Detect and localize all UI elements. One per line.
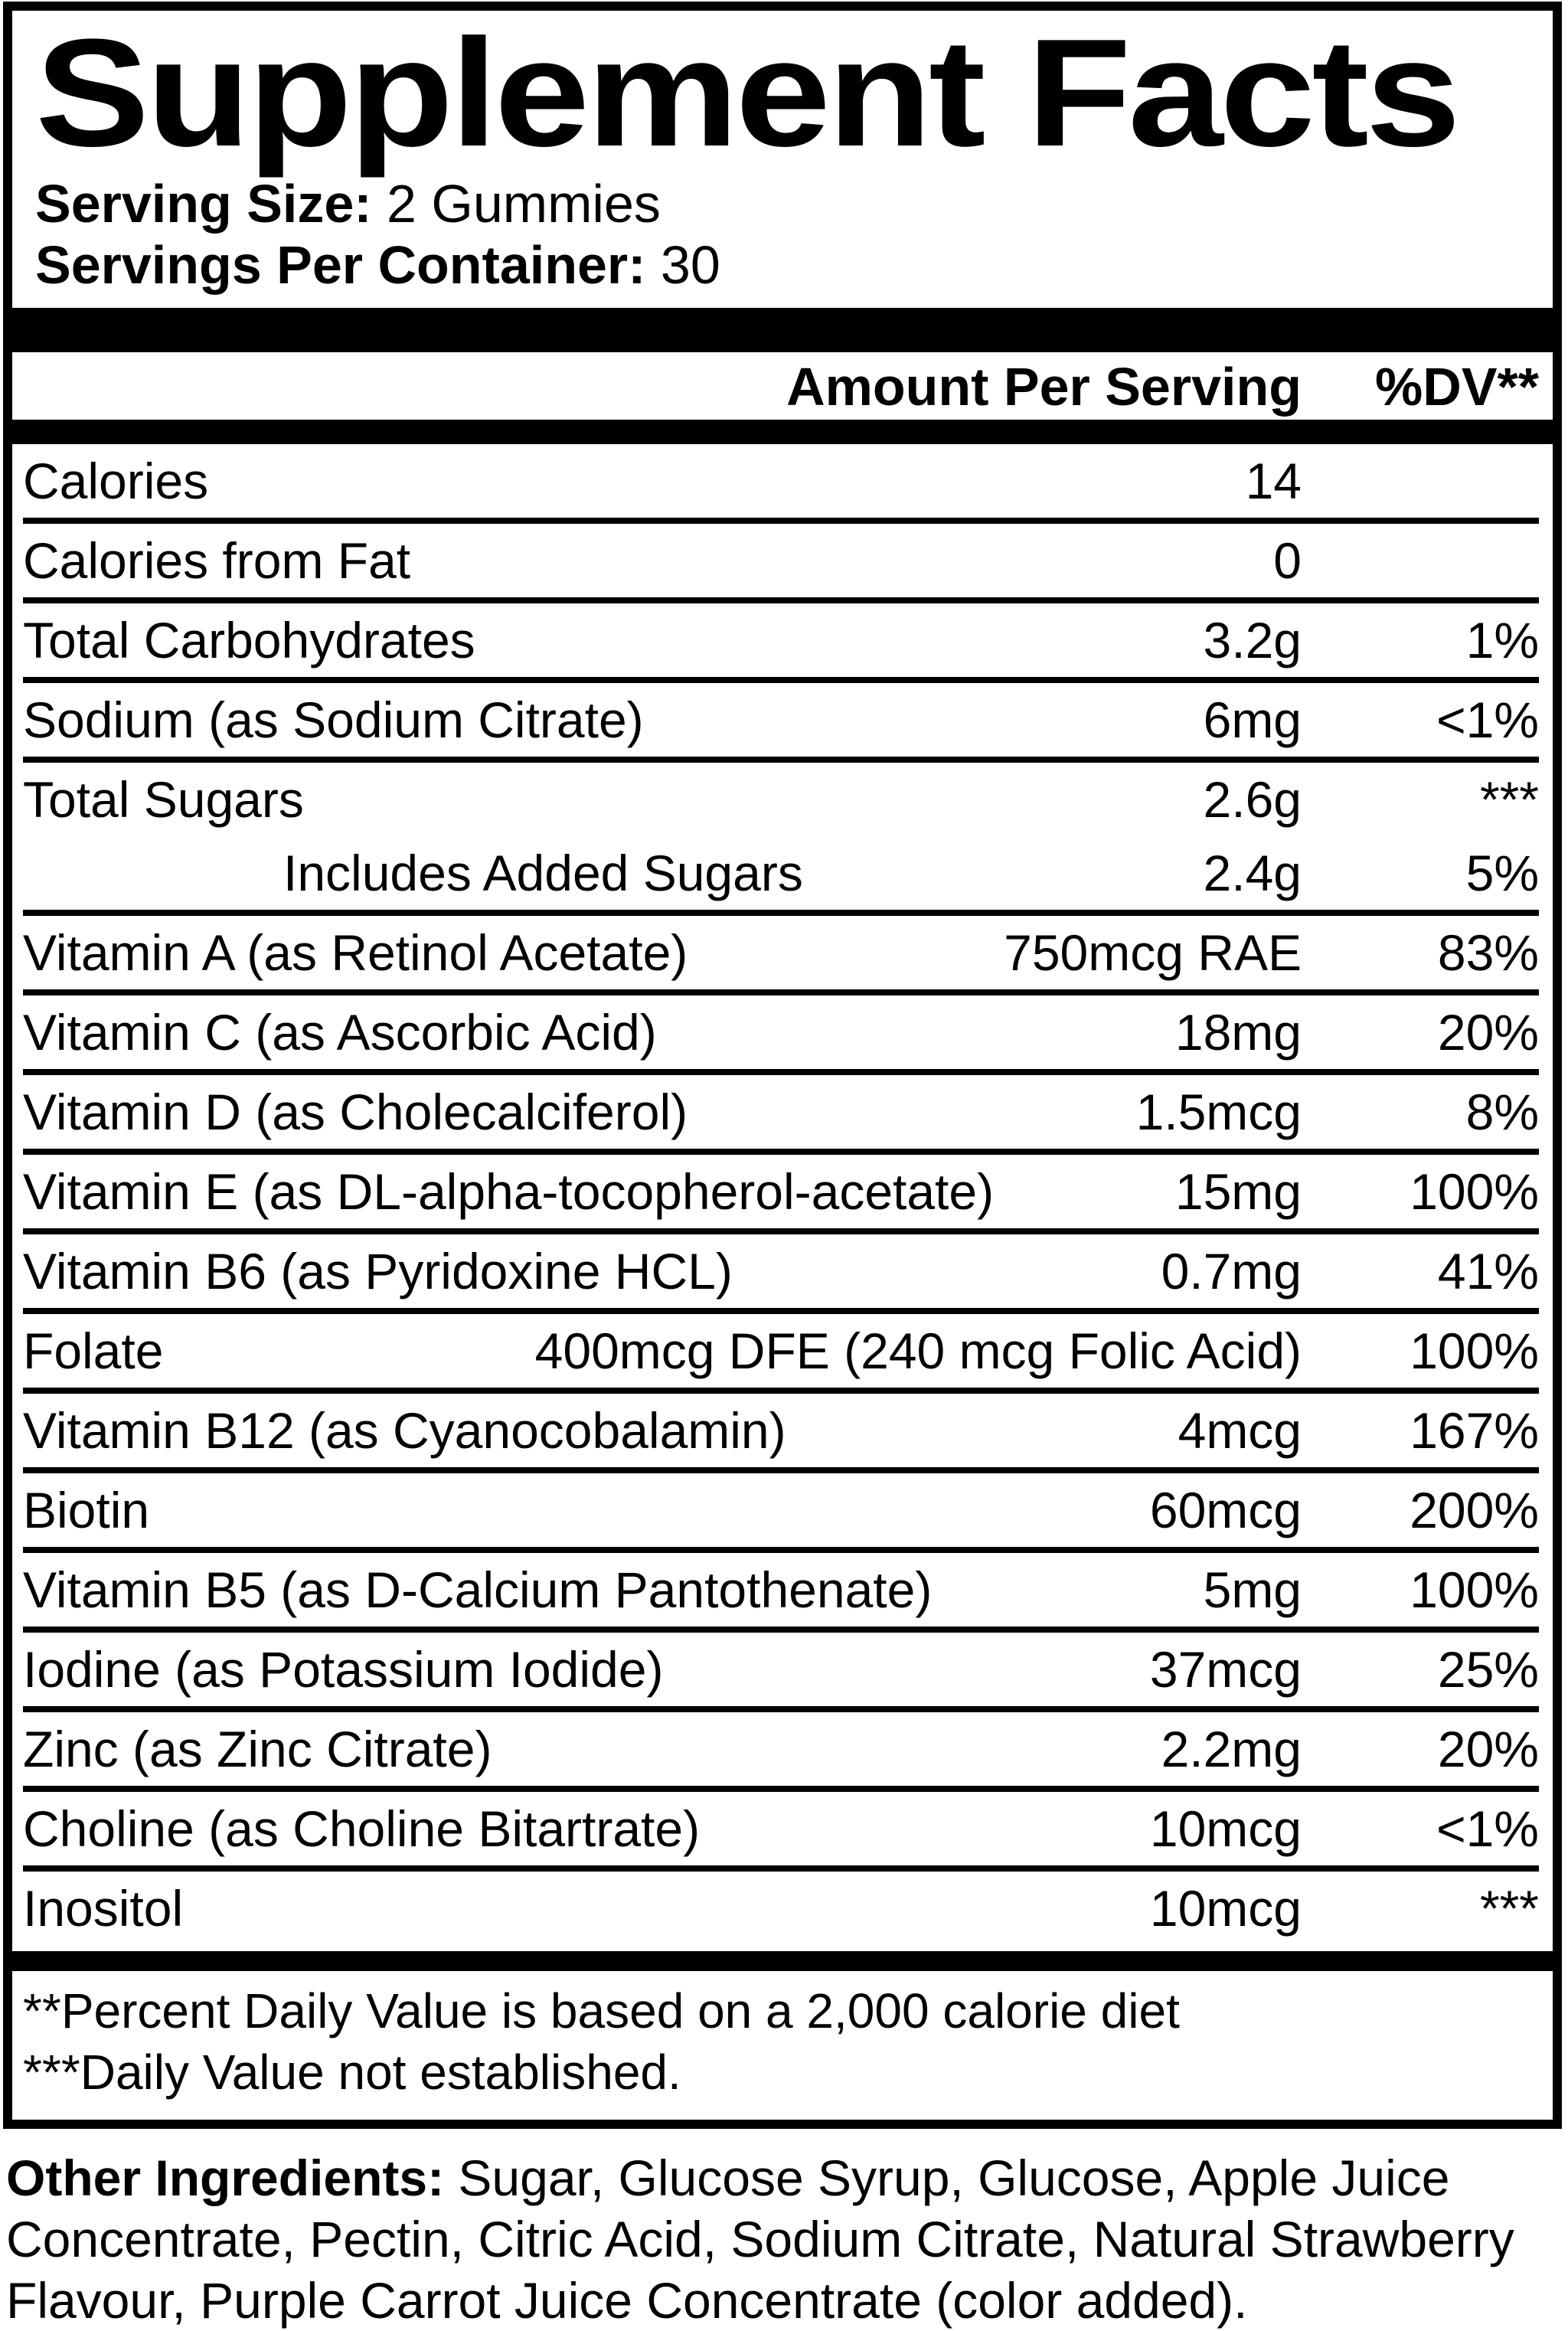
nutrient-dv: 41% <box>1437 1243 1539 1300</box>
divider-bar-header <box>12 420 1553 444</box>
table-row: Total Sugars 2.6g *** <box>23 757 1539 836</box>
table-row: Vitamin C (as Ascorbic Acid) 18mg 20% <box>23 989 1539 1069</box>
table-row: Iodine (as Potassium Iodide) 37mcg 25% <box>23 1626 1539 1706</box>
serving-size-line: Serving Size: 2 Gummies <box>35 173 1553 234</box>
nutrient-dv: 100% <box>1410 1561 1539 1618</box>
footnotes: **Percent Daily Value is based on a 2,00… <box>12 1971 1553 2120</box>
serving-info: Serving Size: 2 Gummies Servings Per Con… <box>35 173 1553 296</box>
nutrient-dv: <1% <box>1436 1800 1539 1857</box>
table-row: Choline (as Choline Bitartrate) 10mcg <1… <box>23 1786 1539 1865</box>
nutrient-amount: 1.5mcg <box>1135 1084 1302 1140</box>
table-row: Vitamin B6 (as Pyridoxine HCL) 0.7mg 41% <box>23 1228 1539 1308</box>
table-row: Biotin 60mcg 200% <box>23 1467 1539 1547</box>
nutrient-amount: 60mcg <box>1149 1482 1302 1538</box>
nutrient-amount: 37mcg <box>1149 1641 1302 1698</box>
nutrient-amount: 14 <box>1245 453 1302 509</box>
nutrient-amount: 2.6g <box>1203 771 1302 828</box>
nutrient-name: Vitamin B12 (as Cyanocobalamin) <box>23 1402 786 1459</box>
nutrient-dv: <1% <box>1436 691 1539 748</box>
table-row: Folate 400mcg DFE (240 mcg Folic Acid) 1… <box>23 1308 1539 1388</box>
footnote-not-established: ***Daily Value not established. <box>23 2045 681 2100</box>
nutrient-amount: 0 <box>1273 532 1302 589</box>
nutrient-amount: 400mcg DFE (240 mcg Folic Acid) <box>534 1322 1302 1379</box>
nutrient-dv: 100% <box>1410 1322 1539 1379</box>
nutrient-table: Calories 14 Calories from Fat 0 Total Ca… <box>12 444 1553 1945</box>
table-row: Vitamin D (as Cholecalciferol) 1.5mcg 8% <box>23 1069 1539 1149</box>
nutrient-name: Vitamin C (as Ascorbic Acid) <box>23 1004 657 1061</box>
table-row: Vitamin A (as Retinol Acetate) 750mcg RA… <box>23 910 1539 989</box>
nutrient-amount: 2.4g <box>1203 845 1302 901</box>
nutrient-amount: 6mg <box>1203 691 1302 748</box>
nutrient-dv: 20% <box>1437 1721 1539 1777</box>
servings-per-container-label: Servings Per Container: <box>35 235 646 295</box>
amount-per-serving-header: Amount Per Serving <box>786 357 1302 417</box>
nutrient-amount: 10mcg <box>1149 1880 1302 1937</box>
table-row: Calories from Fat 0 <box>23 518 1539 597</box>
nutrient-name: Biotin <box>23 1482 150 1538</box>
nutrient-dv: *** <box>1479 1880 1539 1937</box>
nutrient-amount: 0.7mg <box>1161 1243 1302 1300</box>
footnote-daily-value: **Percent Daily Value is based on a 2,00… <box>23 1983 1180 2038</box>
nutrient-dv: 20% <box>1437 1004 1539 1061</box>
nutrient-dv: 167% <box>1410 1402 1539 1459</box>
serving-size-label: Serving Size: <box>35 174 372 234</box>
nutrient-name: Folate <box>23 1322 164 1379</box>
nutrient-dv: 25% <box>1437 1641 1539 1698</box>
nutrient-amount: 3.2g <box>1203 612 1302 669</box>
nutrient-dv: 1% <box>1465 612 1539 669</box>
divider-bar-top <box>12 308 1553 352</box>
nutrient-amount: 10mcg <box>1149 1800 1302 1857</box>
nutrient-name: Total Sugars <box>23 771 304 828</box>
nutrient-name: Calories from Fat <box>23 532 411 589</box>
table-row: Vitamin B5 (as D-Calcium Pantothenate) 5… <box>23 1547 1539 1626</box>
nutrient-name: Total Carbohydrates <box>23 612 475 669</box>
nutrient-name: Zinc (as Zinc Citrate) <box>23 1721 492 1777</box>
nutrient-amount: 750mcg RAE <box>1004 924 1302 981</box>
nutrient-dv: *** <box>1479 771 1539 828</box>
nutrient-amount: 5mg <box>1203 1561 1302 1618</box>
divider-bar-bottom <box>12 1951 1553 1971</box>
nutrient-amount: 4mcg <box>1178 1402 1302 1459</box>
table-row: Vitamin B12 (as Cyanocobalamin) 4mcg 167… <box>23 1388 1539 1467</box>
nutrient-name: Vitamin E (as DL-alpha-tocopherol-acetat… <box>23 1163 995 1220</box>
nutrient-name: Vitamin D (as Cholecalciferol) <box>23 1084 688 1140</box>
servings-per-container-value: 30 <box>645 235 720 295</box>
panel-title: Supplement Facts <box>35 8 1461 178</box>
nutrient-name: Sodium (as Sodium Citrate) <box>23 691 644 748</box>
nutrient-amount: 2.2mg <box>1161 1721 1302 1777</box>
servings-per-container-line: Servings Per Container: 30 <box>35 234 1553 296</box>
supplement-facts-panel: Supplement Facts Serving Size: 2 Gummies… <box>3 2 1562 2129</box>
serving-size-value: 2 Gummies <box>371 174 661 234</box>
nutrient-dv: 5% <box>1465 845 1539 901</box>
nutrient-amount: 15mg <box>1174 1163 1302 1220</box>
percent-dv-header: %DV** <box>1375 357 1539 417</box>
other-ingredients-label: Other Ingredients: <box>6 2150 445 2206</box>
nutrient-name: Choline (as Choline Bitartrate) <box>23 1800 701 1857</box>
nutrient-name: Iodine (as Potassium Iodide) <box>23 1641 664 1698</box>
other-ingredients: Other Ingredients: Sugar, Glucose Syrup,… <box>6 2147 1560 2331</box>
nutrient-name: Vitamin A (as Retinol Acetate) <box>23 924 688 981</box>
table-row: Total Carbohydrates 3.2g 1% <box>23 597 1539 677</box>
column-header-row: Amount Per Serving %DV** <box>12 352 1553 420</box>
table-row: Sodium (as Sodium Citrate) 6mg <1% <box>23 677 1539 757</box>
nutrient-name: Includes Added Sugars <box>283 845 803 901</box>
table-row: Calories 14 <box>23 444 1539 518</box>
nutrient-amount: 18mg <box>1174 1004 1302 1061</box>
nutrient-name: Inositol <box>23 1880 184 1937</box>
nutrient-name: Vitamin B5 (as D-Calcium Pantothenate) <box>23 1561 933 1618</box>
nutrient-name: Vitamin B6 (as Pyridoxine HCL) <box>23 1243 733 1300</box>
table-row: Zinc (as Zinc Citrate) 2.2mg 20% <box>23 1706 1539 1786</box>
table-row: Includes Added Sugars 2.4g 5% <box>23 836 1539 910</box>
table-row: Vitamin E (as DL-alpha-tocopherol-acetat… <box>23 1149 1539 1228</box>
nutrient-dv: 100% <box>1410 1163 1539 1220</box>
nutrient-dv: 8% <box>1465 1084 1539 1140</box>
nutrient-dv: 200% <box>1410 1482 1539 1538</box>
nutrient-name: Calories <box>23 453 209 509</box>
nutrient-dv: 83% <box>1437 924 1539 981</box>
table-row: Inositol 10mcg *** <box>23 1865 1539 1945</box>
